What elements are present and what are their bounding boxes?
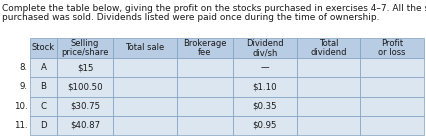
Text: $15: $15 [77, 63, 93, 72]
Text: B: B [40, 82, 46, 91]
Text: D: D [40, 121, 47, 130]
Bar [57, 58, 113, 77]
Bar [176, 116, 233, 135]
Text: A: A [40, 63, 46, 72]
Bar [113, 116, 176, 135]
Bar [57, 96, 113, 116]
Bar [30, 77, 57, 96]
Bar [30, 96, 57, 116]
Bar [233, 96, 296, 116]
Bar [113, 58, 176, 77]
Bar [113, 96, 176, 116]
Text: $0.35: $0.35 [252, 102, 276, 111]
Bar [360, 38, 423, 58]
Bar [233, 38, 296, 58]
Text: $30.75: $30.75 [70, 102, 100, 111]
Text: Brokerage
fee: Brokerage fee [183, 39, 226, 57]
Bar [296, 77, 360, 96]
Text: $100.50: $100.50 [67, 82, 103, 91]
Text: Selling
price/share: Selling price/share [61, 39, 109, 57]
Text: 11.: 11. [14, 121, 28, 130]
Text: Total
dividend: Total dividend [310, 39, 346, 57]
Text: Profit
or loss: Profit or loss [377, 39, 405, 57]
Bar [360, 116, 423, 135]
Bar [176, 96, 233, 116]
Bar [296, 58, 360, 77]
Bar [30, 58, 57, 77]
Bar [296, 96, 360, 116]
Text: Total sale: Total sale [125, 43, 164, 52]
Bar [113, 38, 176, 58]
Bar [360, 77, 423, 96]
Text: Complete the table below, giving the profit on the stocks purchased in exercises: Complete the table below, giving the pro… [2, 4, 426, 13]
Text: —: — [260, 63, 269, 72]
Text: C: C [40, 102, 46, 111]
Bar [113, 77, 176, 96]
Text: Stock: Stock [32, 43, 55, 52]
Bar [30, 38, 57, 58]
Bar [360, 96, 423, 116]
Text: $1.10: $1.10 [252, 82, 276, 91]
Text: $40.87: $40.87 [70, 121, 100, 130]
Bar [233, 77, 296, 96]
Text: 10.: 10. [14, 102, 28, 111]
Text: 8.: 8. [20, 63, 28, 72]
Bar [57, 116, 113, 135]
Bar [176, 77, 233, 96]
Bar [360, 58, 423, 77]
Bar [57, 77, 113, 96]
Text: purchased was sold. Dividends listed were paid once during the time of ownership: purchased was sold. Dividends listed wer… [2, 13, 379, 22]
Text: $0.95: $0.95 [252, 121, 276, 130]
Bar [176, 38, 233, 58]
Text: Dividend
div/sh: Dividend div/sh [245, 39, 283, 57]
Bar [296, 116, 360, 135]
Bar [233, 116, 296, 135]
Bar [30, 116, 57, 135]
Bar [233, 58, 296, 77]
Bar [176, 58, 233, 77]
Text: 9.: 9. [20, 82, 28, 91]
Bar [57, 38, 113, 58]
Bar [296, 38, 360, 58]
